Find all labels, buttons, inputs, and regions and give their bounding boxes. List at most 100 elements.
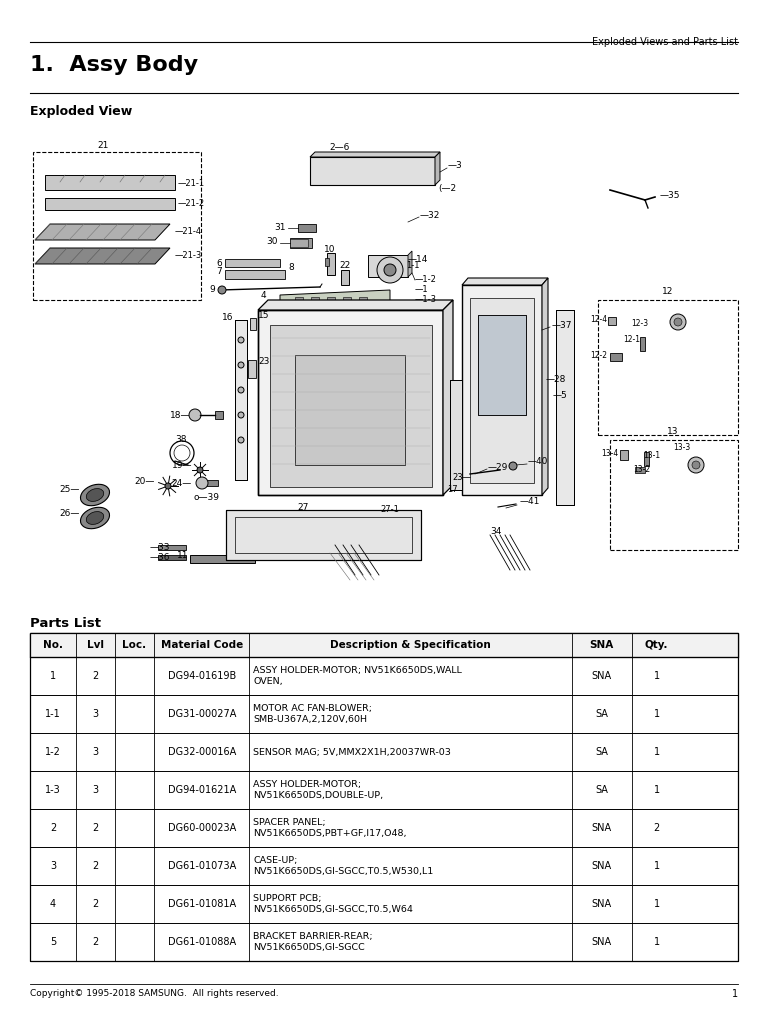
Text: DG60-00023A: DG60-00023A bbox=[167, 823, 236, 833]
Circle shape bbox=[692, 461, 700, 469]
Bar bbox=[450, 380, 462, 490]
Circle shape bbox=[197, 467, 203, 473]
Text: DG61-01073A: DG61-01073A bbox=[167, 861, 236, 871]
Circle shape bbox=[218, 286, 226, 294]
Text: No.: No. bbox=[43, 640, 63, 650]
Bar bbox=[206, 480, 218, 486]
Bar bbox=[310, 157, 435, 185]
Text: 21: 21 bbox=[98, 141, 109, 150]
Polygon shape bbox=[310, 152, 440, 157]
Circle shape bbox=[238, 437, 244, 443]
Text: —32: —32 bbox=[420, 211, 440, 219]
Bar bbox=[635, 467, 645, 473]
Text: —5: —5 bbox=[553, 390, 568, 399]
Bar bbox=[368, 255, 408, 278]
Text: 2: 2 bbox=[92, 823, 98, 833]
Text: 2: 2 bbox=[92, 937, 98, 947]
Text: 22: 22 bbox=[339, 261, 351, 270]
Circle shape bbox=[198, 468, 202, 472]
Ellipse shape bbox=[81, 507, 110, 528]
Bar bbox=[359, 297, 367, 302]
Bar bbox=[478, 315, 526, 415]
Bar bbox=[33, 152, 201, 300]
Text: SNA: SNA bbox=[591, 861, 612, 871]
Text: DG94-01619B: DG94-01619B bbox=[167, 671, 236, 681]
Text: 13-2: 13-2 bbox=[633, 466, 650, 474]
Text: 20—: 20— bbox=[134, 477, 155, 486]
Bar bbox=[610, 353, 622, 361]
Text: ASSY HOLDER-MOTOR; NV51K6650DS,WALL
OVEN,: ASSY HOLDER-MOTOR; NV51K6650DS,WALL OVEN… bbox=[253, 666, 462, 686]
Text: Parts List: Parts List bbox=[30, 617, 101, 630]
Text: 2: 2 bbox=[654, 823, 660, 833]
Text: 3: 3 bbox=[92, 785, 98, 795]
Circle shape bbox=[198, 468, 202, 472]
Bar bbox=[450, 380, 462, 490]
Circle shape bbox=[165, 483, 171, 489]
Bar bbox=[295, 355, 405, 465]
Text: —1-2: —1-2 bbox=[415, 275, 437, 285]
Bar bbox=[225, 259, 280, 267]
Text: 5: 5 bbox=[50, 937, 56, 947]
Text: Material Code: Material Code bbox=[161, 640, 243, 650]
Text: 1: 1 bbox=[732, 989, 738, 999]
Circle shape bbox=[198, 468, 202, 472]
Polygon shape bbox=[435, 152, 440, 185]
Text: Description & Specification: Description & Specification bbox=[330, 640, 491, 650]
Circle shape bbox=[198, 468, 202, 472]
Text: SA: SA bbox=[595, 746, 608, 757]
Text: 18—: 18— bbox=[170, 411, 190, 420]
Circle shape bbox=[377, 257, 403, 283]
Text: 3: 3 bbox=[50, 861, 56, 871]
Text: —40: —40 bbox=[528, 458, 548, 467]
Bar bbox=[258, 310, 443, 495]
Polygon shape bbox=[280, 290, 390, 312]
Text: 23: 23 bbox=[258, 357, 270, 367]
Text: —35: —35 bbox=[660, 190, 680, 200]
Text: 12-1: 12-1 bbox=[623, 336, 640, 344]
Text: 2: 2 bbox=[92, 861, 98, 871]
Text: 3: 3 bbox=[92, 746, 98, 757]
Text: 4: 4 bbox=[50, 899, 56, 909]
Circle shape bbox=[384, 264, 396, 276]
Text: SENSOR MAG; 5V,MMX2X1H,20037WR-03: SENSOR MAG; 5V,MMX2X1H,20037WR-03 bbox=[253, 748, 452, 757]
Polygon shape bbox=[462, 278, 548, 285]
Text: 1: 1 bbox=[50, 671, 56, 681]
Bar bbox=[640, 337, 645, 351]
Bar bbox=[30, 633, 738, 961]
Polygon shape bbox=[35, 224, 170, 240]
Text: 31: 31 bbox=[274, 223, 286, 232]
Bar bbox=[608, 317, 616, 325]
Bar bbox=[158, 555, 186, 560]
Text: 1: 1 bbox=[654, 899, 660, 909]
Text: SNA: SNA bbox=[591, 937, 612, 947]
Text: —29: —29 bbox=[488, 463, 508, 471]
Text: —37: —37 bbox=[552, 321, 572, 330]
Text: SNA: SNA bbox=[591, 899, 612, 909]
Text: DG32-00016A: DG32-00016A bbox=[167, 746, 236, 757]
Text: 2: 2 bbox=[92, 671, 98, 681]
Circle shape bbox=[688, 457, 704, 473]
Text: 2—6: 2—6 bbox=[329, 143, 350, 152]
Polygon shape bbox=[443, 300, 453, 495]
Text: Copyright© 1995-2018 SAMSUNG.  All rights reserved.: Copyright© 1995-2018 SAMSUNG. All rights… bbox=[30, 989, 279, 998]
Polygon shape bbox=[408, 251, 412, 278]
Circle shape bbox=[189, 409, 201, 421]
Ellipse shape bbox=[86, 512, 104, 524]
Polygon shape bbox=[542, 278, 548, 495]
Text: Lvl: Lvl bbox=[87, 640, 104, 650]
Text: 9: 9 bbox=[209, 286, 215, 295]
Text: 1: 1 bbox=[654, 671, 660, 681]
Bar bbox=[298, 224, 316, 232]
Bar bbox=[295, 297, 303, 302]
Bar bbox=[190, 555, 255, 563]
Bar bbox=[478, 315, 526, 415]
Text: 12: 12 bbox=[662, 287, 674, 296]
Text: —3: —3 bbox=[448, 161, 463, 170]
Bar bbox=[620, 450, 628, 460]
Text: 30: 30 bbox=[266, 238, 278, 247]
Text: 7: 7 bbox=[217, 267, 222, 276]
Text: SNA: SNA bbox=[591, 823, 612, 833]
Circle shape bbox=[674, 318, 682, 326]
Text: (—2: (—2 bbox=[438, 183, 456, 193]
Text: 23—: 23— bbox=[452, 473, 471, 482]
